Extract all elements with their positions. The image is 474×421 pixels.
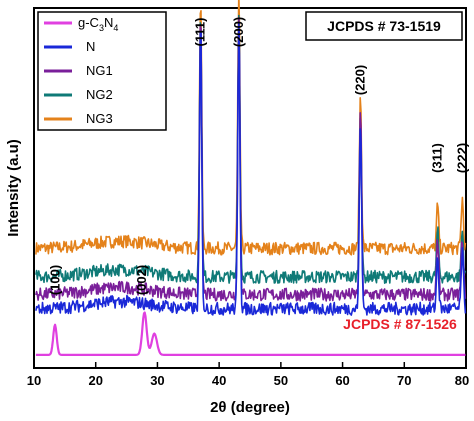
- peak-label: (002): [134, 265, 149, 295]
- legend-label-ng1: NG1: [86, 63, 113, 78]
- series-line-n: [35, 22, 467, 316]
- jcpds-top-frame: [305, 11, 463, 41]
- plot-frame: [33, 7, 467, 369]
- peak-label: (220): [353, 65, 368, 95]
- peak-label: (311): [430, 143, 445, 173]
- series-line-ng1: [35, 16, 467, 302]
- series-line-gc3n4: [35, 311, 466, 356]
- x-axis-title: 2θ (degree): [210, 399, 290, 416]
- y-axis-title: Intensity (a.u): [5, 139, 22, 237]
- x-tick-label: 70: [397, 373, 411, 388]
- legend-label-ng3: NG3: [86, 111, 113, 126]
- legend: g-C3N4 N NG1 NG2 NG3: [37, 11, 167, 131]
- legend-label-ng2: NG2: [86, 87, 113, 102]
- x-tick-label: 40: [212, 373, 226, 388]
- peak-label: (100): [48, 265, 63, 295]
- legend-label-n: N: [86, 39, 95, 54]
- series-line-ng3: [35, 0, 467, 256]
- x-tick-label: 20: [88, 373, 102, 388]
- peak-label: (111): [193, 18, 208, 47]
- x-tick-label: 80: [455, 373, 469, 388]
- jcpds-bottom-label: JCPDS # 87-1526: [343, 316, 457, 332]
- series-layer: [35, 0, 467, 356]
- x-tick-label: 10: [27, 373, 41, 388]
- x-axis-ticks: 10 20 30 40 50 60 70 80: [27, 362, 469, 388]
- jcpds-top-box: JCPDS # 73-1519: [305, 11, 463, 41]
- legend-label-gc3n4: g-C3N4: [78, 15, 118, 33]
- x-tick-label: 60: [335, 373, 349, 388]
- series-line-ng2: [35, 14, 467, 285]
- x-tick-label: 50: [274, 373, 288, 388]
- jcpds-top-label: JCPDS # 73-1519: [327, 18, 441, 34]
- x-tick-label: 30: [150, 373, 164, 388]
- peak-label: (222): [454, 143, 469, 173]
- peak-label: (200): [231, 17, 246, 47]
- peak-labels: (100) (002) (111) (200) (220) (311) (222): [48, 17, 470, 295]
